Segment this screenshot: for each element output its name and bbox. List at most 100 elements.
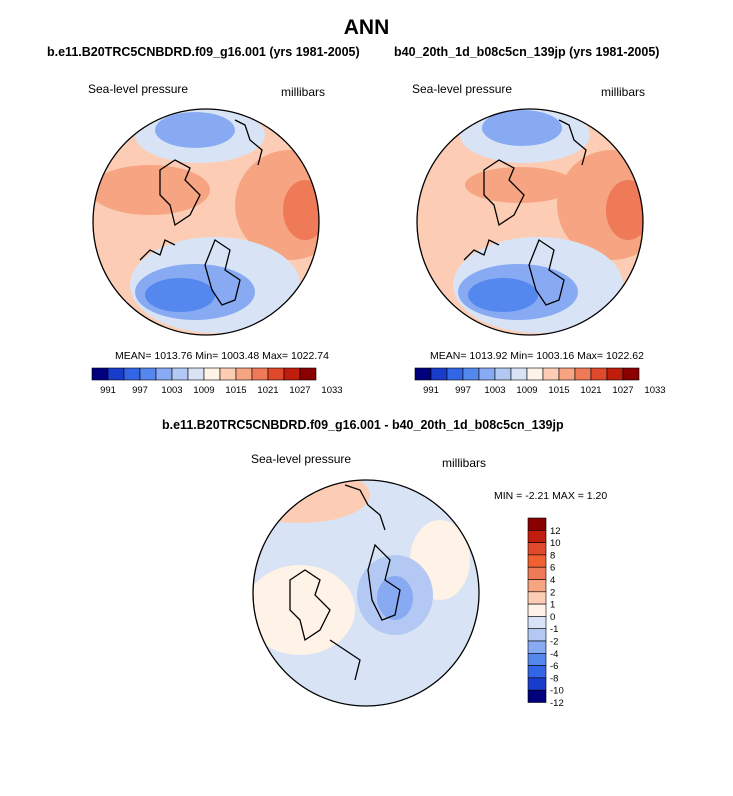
- panel2-units-label: millibars: [601, 85, 646, 99]
- difference-colorbar-tick-label: 10: [550, 538, 561, 549]
- panel1-colorbar-tick-label: 991: [100, 385, 116, 396]
- panel2-colorbar-swatch-3: [462, 367, 480, 381]
- panel1-colorbar-tick-label: 997: [132, 385, 148, 396]
- panel1-colorbar: 991 997 1003 1009 1015 1021 1027 1033: [91, 367, 343, 396]
- difference-colorbar-tick-label: 4: [550, 575, 555, 586]
- difference-colorbar-tick-label: 0: [550, 612, 555, 623]
- panel2-colorbar-swatch-11: [590, 367, 608, 381]
- panel1-map: [92, 108, 320, 336]
- panel2-coast-4: [463, 239, 500, 261]
- difference-colorbar-swatch-13: [527, 677, 547, 691]
- panel1-coast-4: [139, 239, 176, 261]
- panel2-colorbar-swatch-6: [510, 367, 528, 381]
- panel2-case-title: b40_20th_1d_b08c5cn_139jp (yrs 1981-2005…: [394, 45, 660, 59]
- panel1-colorbar-tick-label: 1033: [321, 385, 342, 396]
- difference-colorbar-swatch-4: [527, 566, 547, 580]
- panel2-colorbar-tick-label: 991: [423, 385, 439, 396]
- panel2-colorbar-tick-label: 1027: [612, 385, 633, 396]
- difference-units-label: millibars: [442, 456, 487, 470]
- difference-colorbar-tick-label: 12: [550, 526, 561, 537]
- panel1-colorbar-swatch-6: [187, 367, 205, 381]
- difference-map-border: [252, 479, 480, 707]
- panel2-colorbar-swatch-12: [606, 367, 624, 381]
- panel1-low-iceland-core: [145, 278, 215, 312]
- difference-stats: MIN = -2.21 MAX = 1.20: [494, 490, 608, 502]
- panel2-colorbar-tick-label: 1021: [580, 385, 601, 396]
- difference-colorbar-tick-label: -4: [550, 649, 558, 660]
- panel2-colorbar-tick-label: 997: [455, 385, 471, 396]
- difference-neutral-west: [253, 565, 355, 655]
- difference-colorbar-tick-label: 8: [550, 550, 555, 561]
- difference-colorbar-tick-label: -1: [550, 624, 558, 635]
- difference-colorbar-swatch-5: [527, 579, 547, 593]
- panel2-coast-3: [558, 119, 587, 166]
- difference-colorbar-tick-label: 2: [550, 587, 555, 598]
- panel1-units-label: millibars: [281, 85, 326, 99]
- panel2-colorbar-swatch-9: [558, 367, 576, 381]
- panel1-case-title: b.e11.B20TRC5CNBDRD.f09_g16.001 (yrs 198…: [47, 45, 360, 59]
- panel2-high-siberia: [465, 167, 575, 203]
- panel1-coast-2: [204, 239, 241, 306]
- panel2-colorbar-swatch-10: [574, 367, 592, 381]
- panel2-colorbar-swatch-0: [414, 367, 432, 381]
- panel1-stats: MEAN= 1013.76 Min= 1003.48 Max= 1022.74: [115, 350, 329, 362]
- figure-title: ANN: [343, 16, 390, 39]
- difference-colorbar-swatch-2: [527, 542, 547, 556]
- difference-positive-north: [253, 480, 370, 523]
- difference-negative-core: [377, 576, 413, 620]
- panel1-high-pacific-core: [283, 180, 319, 240]
- difference-colorbar-swatch-11: [527, 652, 547, 666]
- panel1-colorbar-swatch-13: [299, 367, 317, 381]
- panel1-colorbar-swatch-8: [219, 367, 237, 381]
- difference-colorbar-tick-label: -6: [550, 661, 558, 672]
- panel1-colorbar-swatch-2: [123, 367, 141, 381]
- difference-colorbar-swatch-10: [527, 640, 547, 654]
- panel2-colorbar-swatch-1: [430, 367, 448, 381]
- panel2-colorbar-tick-label: 1003: [484, 385, 505, 396]
- difference-colorbar-tick-label: -8: [550, 673, 558, 684]
- panel1-colorbar-swatch-10: [251, 367, 269, 381]
- panel1-coast-3: [234, 119, 263, 166]
- panel2-colorbar-tick-label: 1033: [644, 385, 665, 396]
- panel1-low-aleutian: [155, 112, 235, 148]
- difference-coast-3: [344, 484, 386, 531]
- difference-coast-2: [367, 543, 401, 621]
- panel1-colorbar-swatch-1: [107, 367, 125, 381]
- difference-coast-1: [289, 569, 331, 642]
- panel1-colorbar-swatch-12: [283, 367, 301, 381]
- panel1-variable-label: Sea-level pressure: [88, 82, 189, 96]
- panel1-colorbar-swatch-7: [203, 367, 221, 381]
- panel2-map-border: [416, 108, 644, 336]
- panel1-colorbar-swatch-3: [139, 367, 157, 381]
- panel2-colorbar-swatch-8: [542, 367, 560, 381]
- panel1-high-siberia: [93, 165, 210, 215]
- panel1-colorbar-swatch-5: [171, 367, 189, 381]
- panel1-colorbar-tick-label: 1009: [193, 385, 214, 396]
- panel2-coast-1: [483, 159, 525, 227]
- panel2-high-pacific-core: [606, 180, 643, 240]
- panel2-low-iceland-core: [468, 278, 538, 312]
- difference-title: b.e11.B20TRC5CNBDRD.f09_g16.001 - b40_20…: [162, 418, 564, 432]
- panel1-colorbar-swatch-0: [91, 367, 109, 381]
- panel2-map: [416, 108, 644, 336]
- panel1-colorbar-swatch-9: [235, 367, 253, 381]
- difference-colorbar-tick-label: -10: [550, 686, 564, 697]
- panel2-colorbar-swatch-7: [526, 367, 544, 381]
- panel1-map-border: [92, 108, 320, 336]
- difference-colorbar-swatch-0: [527, 517, 547, 531]
- panel1-colorbar-tick-label: 1003: [161, 385, 182, 396]
- difference-colorbar-swatch-14: [527, 689, 547, 703]
- panel2-colorbar-swatch-5: [494, 367, 512, 381]
- difference-colorbar-tick-label: -2: [550, 637, 558, 648]
- panel1-colorbar-tick-label: 1015: [225, 385, 246, 396]
- panel1-coast-1: [159, 159, 201, 227]
- difference-colorbar-tick-label: 1: [550, 600, 555, 611]
- difference-colorbar-swatch-1: [527, 529, 547, 543]
- panel1-colorbar-swatch-4: [155, 367, 173, 381]
- panel2-colorbar: 991 997 1003 1009 1015 1021 1027 1033: [414, 367, 666, 396]
- difference-colorbar-tick-label: 6: [550, 563, 555, 574]
- difference-colorbar-swatch-8: [527, 616, 547, 630]
- panel2-colorbar-tick-label: 1015: [548, 385, 569, 396]
